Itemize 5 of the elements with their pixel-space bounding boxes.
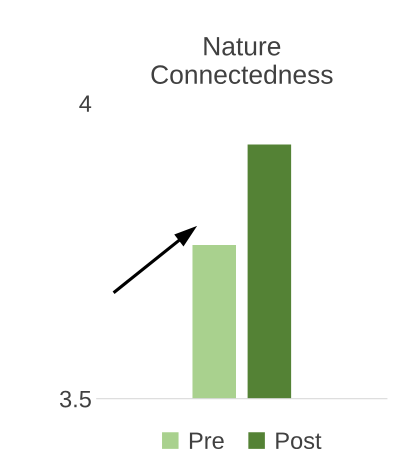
y-tick-label: 4 xyxy=(79,95,92,112)
legend-label: Pre xyxy=(190,432,224,450)
y-tick-label: 3.5 xyxy=(60,390,91,408)
chart-title: Nature Connectedness xyxy=(151,37,333,84)
legend-label: Post xyxy=(276,432,322,450)
